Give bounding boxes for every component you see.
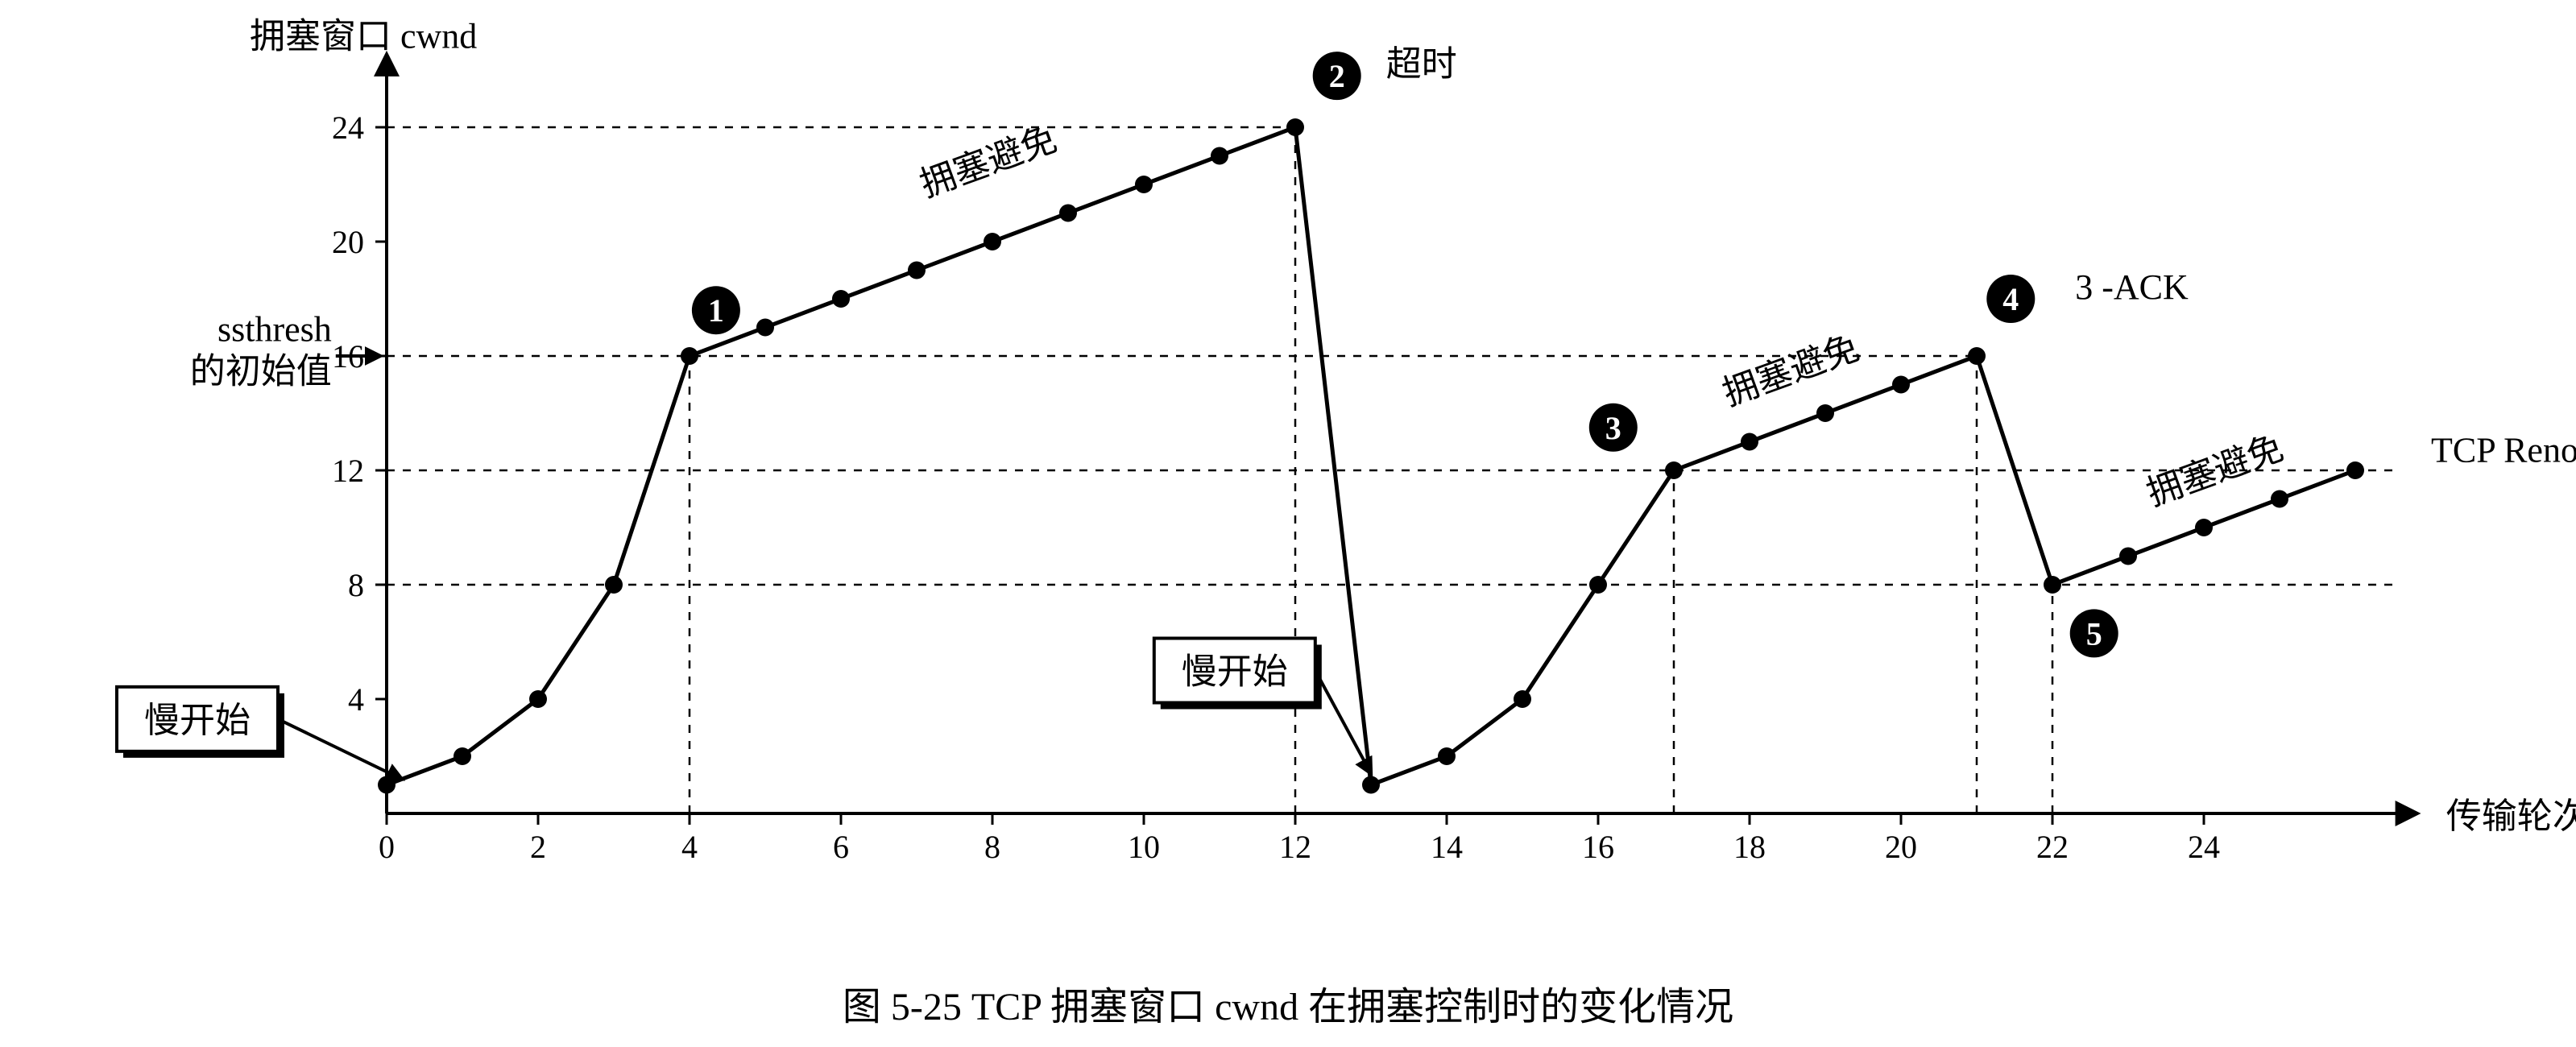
data-point xyxy=(1968,347,1986,365)
data-point xyxy=(1059,205,1077,222)
event-badge-number: 2 xyxy=(1329,58,1345,94)
y-tick-label: 24 xyxy=(332,110,364,146)
x-tick-label: 4 xyxy=(681,829,698,865)
ssthresh-label-2: 的初始值 xyxy=(190,351,332,391)
axes: 0246810121416182022244812162024传输轮次拥塞窗口 … xyxy=(250,16,2576,865)
data-point xyxy=(529,690,547,708)
annotation-label: 拥塞避免 xyxy=(1717,328,1864,413)
gridlines xyxy=(387,127,2393,813)
y-tick-label: 20 xyxy=(332,224,364,260)
x-tick-label: 12 xyxy=(1279,829,1311,865)
data-point xyxy=(2195,519,2213,536)
x-tick-label: 24 xyxy=(2188,829,2220,865)
event-badges: 1 2 3 4 5 xyxy=(692,52,2118,657)
x-tick-label: 20 xyxy=(1885,829,1917,865)
event-badge-number: 1 xyxy=(708,292,724,329)
data-point xyxy=(681,347,698,365)
annotation-label: 拥塞避免 xyxy=(2142,428,2288,513)
data-point xyxy=(832,290,850,308)
y-tick-label: 8 xyxy=(348,567,364,603)
x-tick-label: 10 xyxy=(1128,829,1160,865)
data-point xyxy=(756,319,774,337)
data-point xyxy=(1362,776,1380,794)
data-point xyxy=(453,747,471,765)
data-point xyxy=(1665,461,1683,479)
event-badge-number: 5 xyxy=(2086,615,2102,652)
x-tick-label: 8 xyxy=(984,829,1000,865)
x-tick-label: 0 xyxy=(379,829,395,865)
annotation-label: 拥塞避免 xyxy=(915,119,1062,205)
y-tick-label: 12 xyxy=(332,453,364,489)
callout-label: 慢开始 xyxy=(1182,652,1288,692)
annotation-label: 3 -ACK xyxy=(2075,267,2189,307)
tcp-cwnd-chart: 0246810121416182022244812162024传输轮次拥塞窗口 … xyxy=(16,16,2560,1031)
data-point xyxy=(605,576,623,594)
cwnd-series xyxy=(378,118,2364,794)
figure-caption: 图 5-25 TCP 拥塞窗口 cwnd 在拥塞控制时的变化情况 xyxy=(16,975,2560,1031)
x-tick-label: 18 xyxy=(1733,829,1766,865)
annotation-label: 超时 xyxy=(1386,44,1457,84)
data-point xyxy=(1135,176,1153,193)
ssthresh-label-1: ssthresh xyxy=(217,309,332,349)
annotation-label: TCP Reno 版本 xyxy=(2431,430,2576,470)
data-point xyxy=(378,776,396,794)
y-axis-label: 拥塞窗口 cwnd xyxy=(250,16,477,56)
event-badge-number: 4 xyxy=(2002,281,2019,317)
data-point xyxy=(2044,576,2061,594)
y-tick-label: 4 xyxy=(348,681,364,718)
data-point xyxy=(1438,747,1456,765)
event-badge-number: 3 xyxy=(1605,410,1621,446)
data-point xyxy=(1816,404,1834,422)
data-point xyxy=(1514,690,1531,708)
data-point xyxy=(2119,548,2137,565)
data-point xyxy=(984,233,1001,250)
data-point xyxy=(2346,461,2364,479)
callout-boxes: 慢开始慢开始 xyxy=(117,639,1371,780)
data-point xyxy=(1741,433,1758,451)
data-point xyxy=(1286,118,1304,136)
data-point xyxy=(908,262,926,279)
x-tick-label: 2 xyxy=(530,829,546,865)
data-point xyxy=(1211,147,1228,165)
data-point xyxy=(1589,576,1607,594)
data-point xyxy=(1892,376,1910,394)
x-tick-label: 6 xyxy=(833,829,849,865)
x-axis-label: 传输轮次 xyxy=(2446,797,2576,836)
data-point xyxy=(2271,490,2288,508)
x-tick-label: 14 xyxy=(1431,829,1463,865)
x-tick-label: 16 xyxy=(1582,829,1614,865)
callout-label: 慢开始 xyxy=(144,701,251,740)
x-tick-label: 22 xyxy=(2036,829,2069,865)
